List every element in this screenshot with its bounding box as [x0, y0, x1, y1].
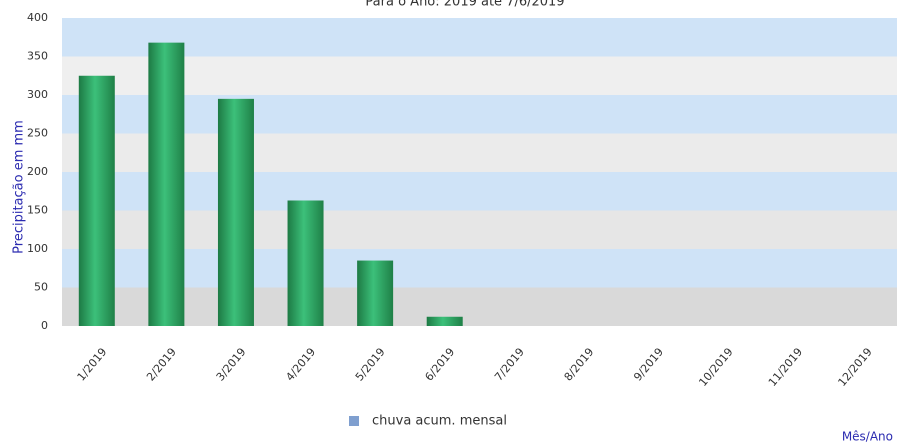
x-tick-label: 6/2019	[422, 346, 457, 384]
y-tick-label: 300	[27, 88, 48, 101]
y-axis-label: Precipitação em mm	[12, 120, 27, 254]
bar	[357, 260, 394, 326]
legend-swatch	[349, 416, 359, 426]
legend-label: chuva acum. mensal	[372, 414, 507, 429]
y-tick-label: 350	[27, 50, 48, 63]
y-tick-label: 150	[27, 204, 48, 217]
bar	[217, 98, 254, 326]
y-tick-label: 200	[27, 165, 48, 178]
plot-band	[62, 56, 897, 95]
plot-band	[62, 287, 897, 326]
plot-band	[62, 210, 897, 249]
bar	[78, 75, 115, 326]
y-tick-label: 100	[27, 242, 48, 255]
plot-band	[62, 172, 897, 211]
x-tick-label: 8/2019	[562, 346, 597, 384]
plot-band	[62, 249, 897, 288]
x-tick-label: 3/2019	[214, 346, 249, 384]
y-tick-label: 250	[27, 127, 48, 140]
y-tick-label: 0	[41, 319, 48, 332]
plot-band	[62, 133, 897, 172]
y-tick-label: 400	[27, 11, 48, 24]
bar	[148, 42, 185, 326]
plot-band	[62, 18, 897, 57]
bar	[426, 316, 463, 326]
bar	[287, 200, 324, 326]
x-tick-label: 7/2019	[492, 346, 527, 384]
x-axis-label: Mês/Ano	[842, 430, 893, 444]
y-tick-label: 50	[34, 281, 48, 294]
x-tick-label: 4/2019	[283, 346, 318, 384]
x-tick-label: 5/2019	[353, 346, 388, 384]
x-tick-label: 12/2019	[835, 346, 874, 389]
x-tick-label: 1/2019	[75, 346, 110, 384]
x-tick-label: 9/2019	[631, 346, 666, 384]
x-tick-label: 2/2019	[144, 346, 179, 384]
chart-title: Para o Ano: 2019 até 7/6/2019	[365, 0, 564, 10]
plot-band	[62, 95, 897, 134]
x-tick-label: 10/2019	[696, 346, 735, 389]
x-tick-label: 11/2019	[766, 346, 805, 389]
